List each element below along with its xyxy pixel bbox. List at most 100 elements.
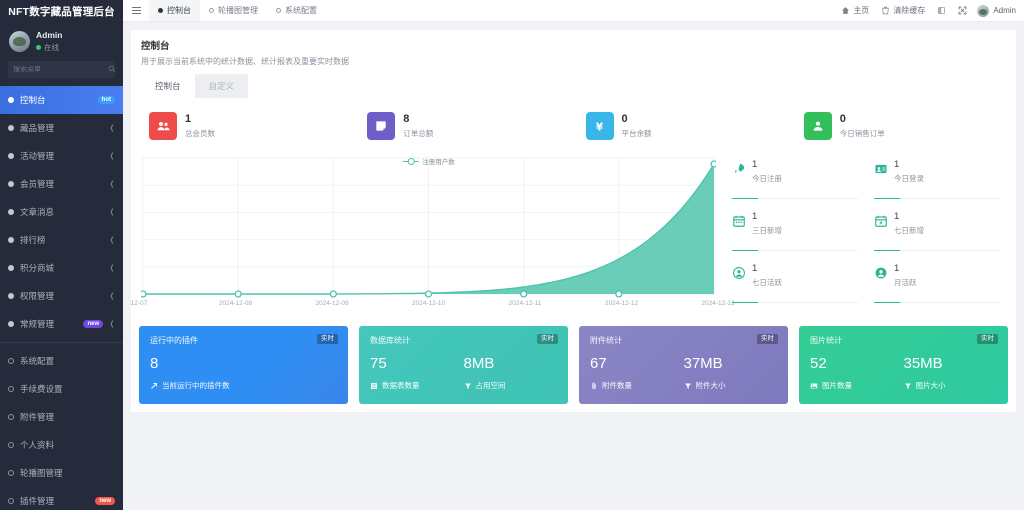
- summary-metric-footer: 附件数量: [590, 380, 684, 391]
- hamburger-icon[interactable]: [123, 7, 149, 14]
- summary-metric-label: 数据表数量: [382, 381, 420, 390]
- summary-card-0[interactable]: 运行中的插件 实时 8 当前运行中的插件数: [139, 326, 348, 404]
- summary-metric-0: 67 附件数量: [590, 356, 684, 391]
- sidebar-profile[interactable]: Admin 在线: [0, 22, 123, 61]
- mini-stat-3[interactable]: 1 七日新增: [868, 208, 1010, 253]
- menu-divider: [0, 341, 123, 343]
- user-menu[interactable]: Admin: [973, 4, 1016, 17]
- id-card-icon: [874, 162, 888, 176]
- chart-canvas: [139, 157, 718, 298]
- stat-label: 订单总额: [403, 129, 434, 139]
- topbar-tabs: 控制台 轮播图管理 系统配置: [149, 0, 326, 21]
- database-icon: [370, 382, 378, 390]
- chevron-right-icon: ❮: [109, 236, 115, 244]
- group-icon: [149, 112, 177, 140]
- summary-metric-0: 52 图片数量: [810, 356, 904, 391]
- mini-stat-2[interactable]: 1 三日新增: [726, 208, 868, 253]
- legend-label: 注册用户数: [422, 159, 455, 166]
- clear-cache-button[interactable]: 清除缓存: [875, 5, 931, 16]
- chart-legend: 注册用户数: [402, 156, 455, 166]
- sidebar-subitem-2[interactable]: 附件管理: [0, 403, 123, 431]
- sidebar-search[interactable]: [8, 61, 116, 78]
- theme-button[interactable]: [931, 6, 952, 15]
- status-badge: 实时: [757, 334, 778, 344]
- topbar-tab-1[interactable]: 轮播图管理: [200, 0, 267, 21]
- sidebar-item-0[interactable]: 控制台 hot: [0, 85, 123, 114]
- sidebar-item-label: 活动管理: [20, 150, 55, 161]
- chart-x-axis: 12-07 2024-12-08 2024-12-09 2024-12-10 2024-…: [131, 300, 735, 312]
- bullet-icon: [8, 152, 14, 159]
- chart-and-mini-stats: 注册用户数 12-07 2024-12-08 2024-12-09 2024-12-1…: [131, 148, 1016, 318]
- summary-card-1[interactable]: 数据库统计 实时 75 数据表数量 8MB 占: [359, 326, 568, 404]
- sidebar-item-7[interactable]: 权限管理 ❮: [0, 282, 123, 310]
- summary-metric-footer: 数据表数量: [370, 380, 464, 391]
- sidebar-item-label: 藏品管理: [20, 122, 55, 133]
- sidebar-item-2[interactable]: 活动管理 ❮: [0, 142, 123, 170]
- home-button[interactable]: 主页: [835, 5, 875, 16]
- mini-stat-label: 三日新增: [752, 226, 782, 236]
- sidebar-item-3[interactable]: 会员管理 ❮: [0, 170, 123, 198]
- summary-metric-1: 35MB 图片大小: [904, 356, 998, 391]
- sidebar-subitem-5[interactable]: 插件管理 new: [0, 487, 123, 510]
- bullet-outline-icon: [8, 497, 14, 504]
- x-tick-6: 2024-12-13: [701, 300, 735, 307]
- x-tick-5: 2024-12-12: [604, 300, 639, 307]
- summary-card-2[interactable]: 附件统计 实时 67 附件数量 37MB 附件: [579, 326, 788, 404]
- summary-metric-footer: 当前运行中的插件数: [150, 380, 337, 391]
- summary-card-title: 图片统计: [810, 336, 842, 345]
- bullet-outline-icon: [8, 357, 14, 364]
- sidebar-item-label: 文章消息: [20, 206, 55, 217]
- theme-icon: [938, 7, 946, 14]
- mini-stat-grid: 1 今日注册 1 今日登录 1 三日新增 1 七日新增: [720, 152, 1010, 312]
- trend-icon: [150, 382, 158, 390]
- page-title: 控制台: [141, 41, 170, 52]
- topbar-tab-0[interactable]: 控制台: [149, 0, 200, 21]
- summary-card-3[interactable]: 图片统计 实时 52 图片数量 35MB 图片: [799, 326, 1008, 404]
- stat-card-2[interactable]: ¥ 0 平台余额: [574, 108, 792, 144]
- sidebar-item-1[interactable]: 藏品管理 ❮: [0, 114, 123, 142]
- search-input[interactable]: [13, 65, 104, 73]
- mini-stat-0[interactable]: 1 今日注册: [726, 156, 868, 201]
- sidebar-item-8[interactable]: 常规管理 new ❮: [0, 310, 123, 338]
- mini-stat-1[interactable]: 1 今日登录: [868, 156, 1010, 201]
- fullscreen-button[interactable]: [952, 6, 973, 15]
- summary-metric-value: 37MB: [683, 355, 723, 372]
- online-dot-icon: [36, 45, 41, 50]
- sidebar-subitem-1[interactable]: 手续费设置: [0, 375, 123, 403]
- stat-card-0[interactable]: 1 总会员数: [137, 108, 355, 144]
- summary-metric-0: 75 数据表数量: [370, 356, 464, 391]
- content-tab-1[interactable]: 自定义: [194, 74, 249, 98]
- topbar-tab-label: 控制台: [167, 6, 191, 15]
- stat-value: 0: [839, 112, 846, 125]
- sidebar-subitem-label: 轮播图管理: [20, 467, 63, 478]
- dashboard-panel: 控制台 用于展示当前系统中的统计数据、统计报表及重要实时数据 控制台 自定义 1 …: [131, 30, 1016, 412]
- mini-stat-4[interactable]: 1 七日活跃: [726, 260, 868, 305]
- summary-metric-label: 图片大小: [915, 381, 946, 390]
- sidebar-subitem-3[interactable]: 个人资料: [0, 431, 123, 459]
- registration-chart[interactable]: 注册用户数 12-07 2024-12-08 2024-12-09 2024-12-1…: [131, 152, 735, 312]
- sidebar-item-6[interactable]: 积分商城 ❮: [0, 254, 123, 282]
- sidebar-subitem-label: 手续费设置: [20, 383, 63, 394]
- content-tab-0[interactable]: 控制台: [141, 74, 195, 98]
- bullet-icon: [8, 180, 14, 187]
- sidebar-item-5[interactable]: 排行榜 ❮: [0, 226, 123, 254]
- stat-card-1[interactable]: 8 订单总额: [355, 108, 573, 144]
- mini-stat-5[interactable]: 1 月活跃: [868, 260, 1010, 305]
- topbar-tab-2[interactable]: 系统配置: [267, 0, 326, 21]
- sidebar-menu: 控制台 hot 藏品管理 ❮ 活动管理 ❮ 会员管理 ❮ 文章消息 ❮ 排行榜: [0, 85, 123, 510]
- mini-stat-label: 今日登录: [894, 174, 924, 184]
- sidebar-item-4[interactable]: 文章消息 ❮: [0, 198, 123, 226]
- sidebar-subitem-4[interactable]: 轮播图管理: [0, 459, 123, 487]
- summary-metric-1: 37MB 附件大小: [684, 356, 778, 391]
- x-tick-3: 2024-12-10: [411, 300, 446, 307]
- sidebar-subitem-label: 附件管理: [20, 411, 55, 422]
- stat-card-3[interactable]: 0 今日销售订单: [792, 108, 1010, 144]
- tab-dot-icon: [209, 8, 214, 13]
- topbar-tab-label: 轮播图管理: [218, 6, 258, 15]
- sidebar-item-label: 积分商城: [20, 262, 55, 273]
- summary-metric-footer: 占用空间: [464, 380, 558, 391]
- search-icon: [108, 66, 116, 73]
- bullet-outline-icon: [8, 441, 14, 448]
- sidebar-subitem-0[interactable]: 系统配置: [0, 347, 123, 375]
- profile-status-label: 在线: [44, 43, 59, 52]
